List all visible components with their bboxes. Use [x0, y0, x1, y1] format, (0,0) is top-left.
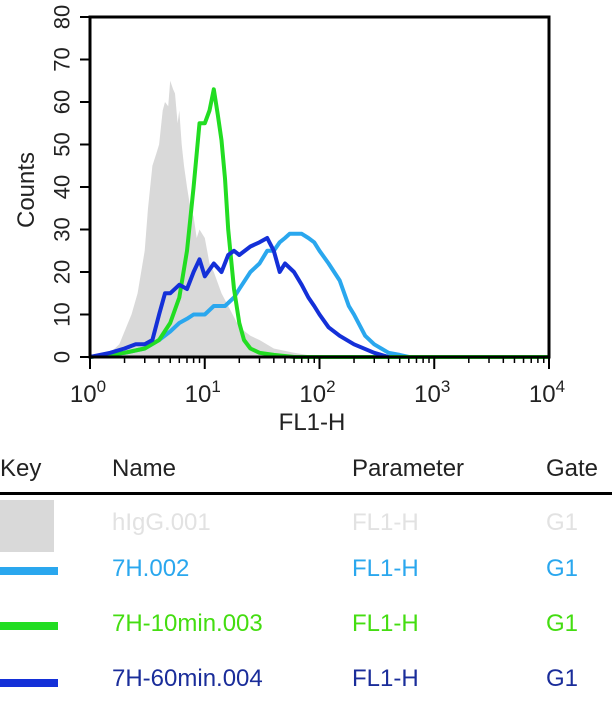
key-row-higg: hIgG.001 FL1-H G1: [0, 499, 612, 555]
row-gate: G1: [546, 555, 579, 582]
histogram-chart: 0 10 20 30 40 50 60 70 80 100 101 102 103 104 FL1-H C…: [13, 5, 566, 436]
row-name: 7H-10min.003: [112, 610, 263, 637]
y-tick-label: 10: [50, 302, 75, 326]
row-name: hIgG.001: [112, 509, 211, 536]
key-row-7h-60min: 7H-60min.004 FL1-H G1: [0, 665, 612, 721]
key-row-7h-10min: 7H-10min.003 FL1-H G1: [0, 610, 612, 666]
y-tick-label: 50: [50, 132, 75, 156]
x-tick-label: 101: [185, 377, 221, 408]
y-tick-label: 60: [50, 90, 75, 114]
row-name: 7H.002: [112, 555, 190, 582]
row-parameter: FL1-H: [352, 509, 419, 536]
line-swatch: [0, 567, 58, 575]
key-header: Key: [0, 455, 42, 482]
x-tick-label: 104: [529, 377, 565, 408]
series-line-3: [89, 236, 390, 359]
x-tick-label: 100: [70, 377, 106, 408]
gate-header: Gate: [546, 455, 599, 482]
line-swatch: [0, 679, 58, 687]
row-gate: G1: [546, 509, 579, 536]
series-line-2: [89, 87, 549, 359]
row-parameter: FL1-H: [352, 555, 419, 582]
row-gate: G1: [546, 610, 579, 637]
name-header: Name: [112, 455, 177, 482]
row-name: 7H-60min.004: [112, 665, 263, 692]
header-rule: [0, 492, 612, 495]
y-tick-label: 30: [50, 217, 75, 241]
y-tick-label: 40: [50, 175, 75, 199]
y-tick-label: 80: [50, 5, 75, 29]
y-tick-label: 70: [50, 47, 75, 71]
row-parameter: FL1-H: [352, 610, 419, 637]
key-row-7h: 7H.002 FL1-H G1: [0, 555, 612, 611]
x-tick-label: 103: [414, 377, 450, 408]
y-tick-label: 0: [50, 351, 75, 363]
row-parameter: FL1-H: [352, 665, 419, 692]
x-tick-label: 102: [299, 377, 335, 408]
x-axis-label: FL1-H: [279, 409, 346, 436]
row-gate: G1: [546, 665, 579, 692]
y-axis-label: Counts: [13, 152, 40, 228]
axis-layer: 0 10 20 30 40 50 60 70 80 100 101 102 103 104: [50, 5, 566, 408]
y-tick-label: 20: [50, 260, 75, 284]
line-swatch: [0, 622, 58, 630]
filled-swatch: [0, 500, 54, 552]
series-area-0: [90, 80, 320, 358]
parameter-header: Parameter: [352, 455, 465, 482]
series-line-1: [89, 231, 410, 359]
series-layer: [89, 80, 549, 359]
